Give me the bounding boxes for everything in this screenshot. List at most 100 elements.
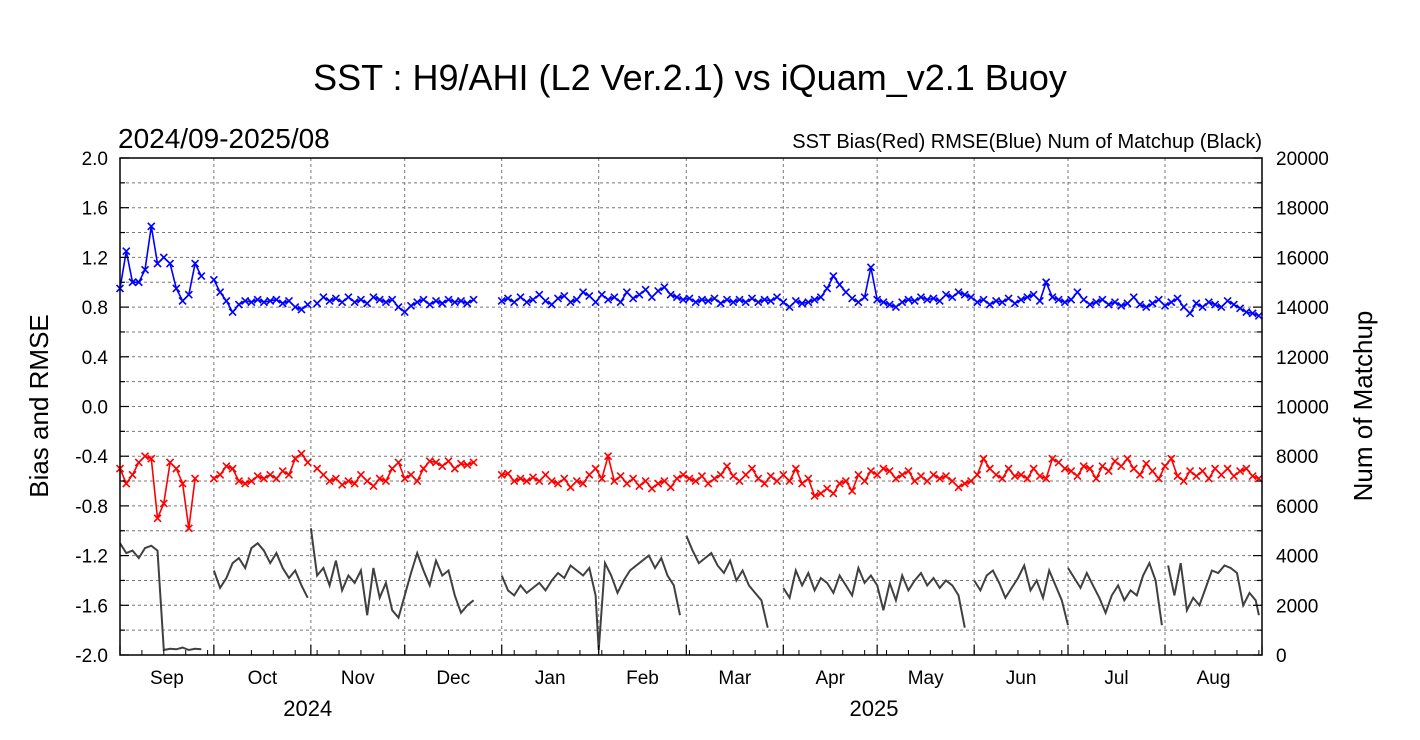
data-point bbox=[1067, 295, 1076, 304]
data-point bbox=[860, 476, 869, 486]
data-point bbox=[823, 284, 832, 293]
data-point bbox=[916, 472, 926, 481]
data-point bbox=[325, 476, 334, 486]
data-point bbox=[804, 298, 813, 307]
data-point bbox=[278, 299, 287, 308]
data-point bbox=[660, 476, 669, 486]
data-point bbox=[597, 474, 606, 483]
data-point bbox=[1242, 308, 1251, 317]
data-point bbox=[1104, 467, 1113, 476]
data-point bbox=[816, 489, 825, 498]
data-point bbox=[729, 472, 738, 481]
data-point bbox=[356, 470, 365, 479]
data-point bbox=[854, 298, 863, 307]
data-point bbox=[916, 293, 926, 302]
data-point bbox=[241, 479, 250, 488]
data-point bbox=[635, 481, 644, 491]
data-point bbox=[456, 459, 466, 468]
x-month-label: Jan bbox=[535, 668, 566, 689]
data-point bbox=[134, 458, 143, 467]
data-point bbox=[910, 476, 919, 486]
data-point bbox=[356, 295, 365, 304]
data-point bbox=[1123, 454, 1132, 463]
data-point bbox=[966, 293, 976, 302]
data-point bbox=[616, 298, 625, 307]
data-point bbox=[1129, 464, 1138, 473]
y-right-tick-label: 16000 bbox=[1276, 248, 1329, 269]
data-point bbox=[829, 489, 838, 498]
data-point bbox=[516, 293, 525, 302]
y-left-tick-label: -1.6 bbox=[75, 596, 108, 617]
data-point bbox=[1054, 458, 1063, 467]
data-point bbox=[191, 474, 200, 483]
data-point bbox=[1198, 467, 1207, 476]
data-point bbox=[369, 481, 378, 491]
data-point bbox=[578, 479, 588, 488]
data-point bbox=[388, 295, 397, 304]
data-point bbox=[319, 470, 328, 479]
data-point bbox=[375, 295, 384, 304]
data-point bbox=[998, 298, 1007, 307]
data-point bbox=[1023, 474, 1032, 483]
data-point bbox=[313, 299, 322, 308]
data-point bbox=[259, 474, 268, 483]
data-point bbox=[798, 479, 807, 488]
data-point bbox=[184, 290, 193, 299]
data-point bbox=[910, 296, 919, 305]
data-point bbox=[635, 290, 644, 299]
y-right-tick-label: 14000 bbox=[1276, 298, 1329, 319]
data-point bbox=[438, 299, 447, 308]
y-left-tick-label: -1.2 bbox=[75, 547, 108, 568]
data-point bbox=[159, 253, 168, 262]
data-point bbox=[209, 474, 218, 483]
data-point bbox=[1185, 467, 1195, 476]
data-point bbox=[1173, 294, 1182, 303]
data-point bbox=[716, 299, 725, 308]
y-right-tick-label: 8000 bbox=[1276, 447, 1318, 468]
data-point bbox=[363, 299, 372, 308]
data-point bbox=[400, 474, 409, 483]
data-point bbox=[313, 464, 322, 473]
data-point bbox=[941, 472, 951, 481]
data-point bbox=[585, 470, 594, 479]
data-point bbox=[547, 300, 556, 309]
data-point bbox=[948, 476, 957, 486]
data-point bbox=[654, 286, 663, 296]
data-point bbox=[666, 483, 675, 492]
data-point bbox=[991, 296, 1001, 305]
data-point bbox=[522, 298, 531, 307]
data-point bbox=[469, 295, 478, 304]
data-point bbox=[303, 300, 312, 309]
data-point bbox=[1029, 290, 1038, 299]
data-point bbox=[1185, 309, 1195, 318]
data-point bbox=[444, 457, 453, 466]
data-point bbox=[722, 462, 732, 471]
axes-layer: 2.0 1.6 1.2 0.8 0.4 0.0 -0.4 -0.8 -1.2 -1.6 -2.0 20… bbox=[75, 149, 1329, 721]
data-point bbox=[1060, 298, 1069, 307]
data-point bbox=[510, 298, 519, 307]
data-point bbox=[704, 479, 713, 488]
data-point bbox=[829, 271, 838, 281]
y-right-tick-label: 6000 bbox=[1276, 497, 1318, 518]
data-point bbox=[841, 476, 850, 486]
data-point bbox=[1079, 295, 1088, 304]
y-left-tick-label: -0.4 bbox=[75, 447, 108, 468]
data-point bbox=[1179, 476, 1188, 486]
series-line bbox=[212, 541, 309, 599]
data-point bbox=[1123, 299, 1132, 308]
data-point bbox=[216, 470, 225, 479]
data-point bbox=[741, 298, 750, 307]
data-point bbox=[572, 295, 581, 304]
data-point bbox=[284, 470, 294, 479]
data-point bbox=[247, 298, 256, 307]
data-point bbox=[885, 300, 894, 309]
data-point bbox=[553, 294, 563, 303]
data-point bbox=[209, 275, 218, 284]
data-point bbox=[691, 298, 700, 307]
data-point bbox=[629, 294, 638, 303]
data-point bbox=[388, 464, 397, 473]
data-point bbox=[234, 476, 243, 486]
data-point bbox=[591, 298, 600, 307]
data-point bbox=[785, 476, 794, 486]
data-point bbox=[291, 454, 300, 463]
